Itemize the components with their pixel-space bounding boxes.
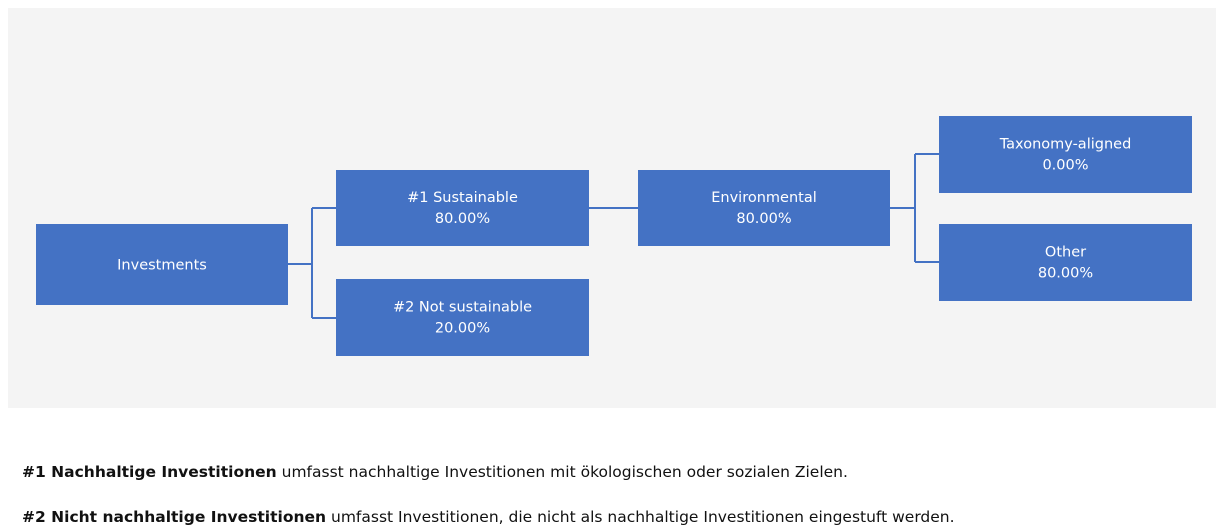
footnote: #2 Nicht nachhaltige Investitionen umfas… bbox=[22, 508, 955, 526]
node-label: #2 Not sustainable bbox=[393, 300, 532, 316]
footnote-term: #1 Nachhaltige Investitionen bbox=[22, 463, 277, 481]
node-value: 20.00% bbox=[435, 321, 490, 337]
node-value: 80.00% bbox=[1038, 266, 1093, 282]
node-value: 80.00% bbox=[736, 211, 791, 227]
node-box bbox=[939, 224, 1192, 301]
node-label: Environmental bbox=[711, 190, 817, 206]
node-box bbox=[638, 170, 890, 246]
node-box bbox=[36, 224, 288, 305]
node-box bbox=[336, 279, 589, 356]
diagram: Investments #1 Sustainable 80.00% #2 Not su… bbox=[36, 116, 1192, 356]
node-value: 0.00% bbox=[1042, 158, 1088, 174]
node-label: Investments bbox=[117, 258, 207, 274]
connectors bbox=[288, 153, 939, 319]
footnote-term: #2 Nicht nachhaltige Investitionen bbox=[22, 508, 327, 526]
footnote-text: umfasst Investitionen, die nicht als nac… bbox=[326, 508, 955, 526]
node-box bbox=[939, 116, 1192, 193]
node-value: 80.00% bbox=[435, 211, 490, 227]
node-label: #1 Sustainable bbox=[407, 190, 518, 206]
node-label: Taxonomy-aligned bbox=[999, 137, 1132, 153]
footnote: #1 Nachhaltige Investitionen umfasst nac… bbox=[22, 463, 848, 481]
connector bbox=[288, 207, 336, 319]
node-label: Other bbox=[1045, 245, 1086, 261]
connector bbox=[890, 153, 939, 263]
footnote-text: umfasst nachhaltige Investitionen mit ök… bbox=[276, 463, 848, 481]
node-box bbox=[336, 170, 589, 246]
